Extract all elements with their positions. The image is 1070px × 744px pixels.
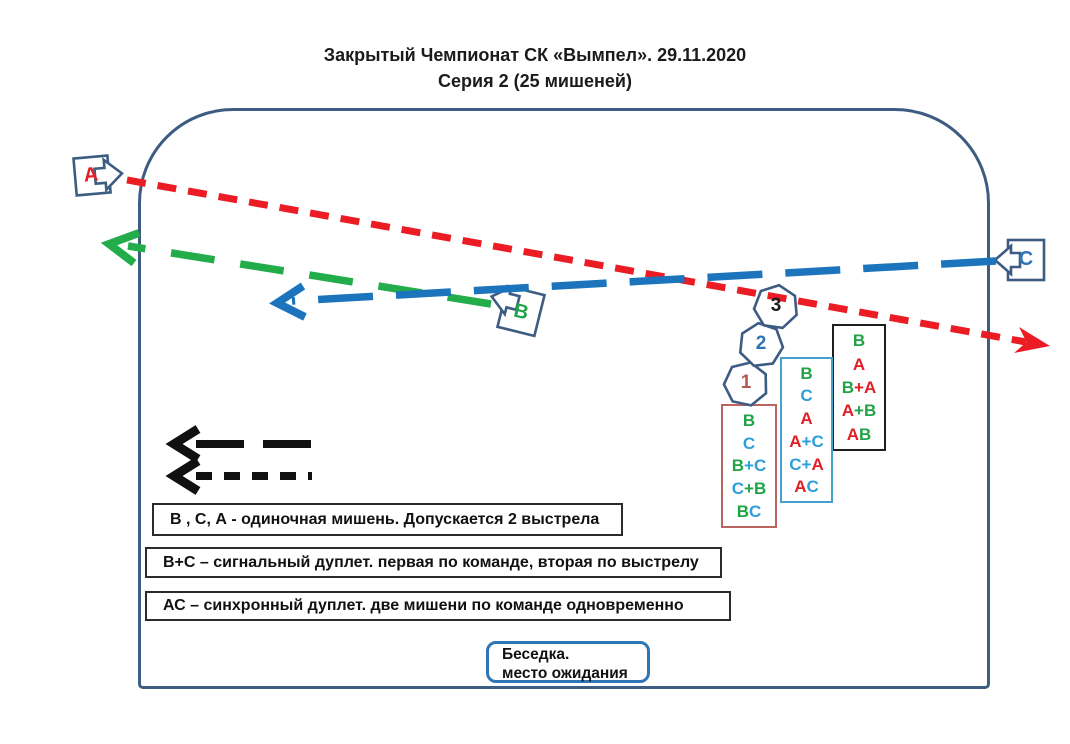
- sequence-row: С +В: [723, 480, 775, 497]
- marker-a-label: А: [82, 163, 100, 187]
- sequence-target: В: [800, 363, 813, 383]
- sequence-target: А: [794, 477, 807, 497]
- field-boundary: [138, 108, 990, 689]
- sequence-target: С: [749, 502, 762, 522]
- sequence-box-station-2: В С А А +С С+ А А С: [780, 357, 833, 503]
- sequence-target: +В: [854, 401, 877, 421]
- sequence-target: А: [846, 424, 859, 444]
- sequence-target: А: [811, 454, 824, 474]
- sequence-row: В: [782, 365, 831, 382]
- legend-single-target: В , С, А - одиночная мишень. Допускается…: [152, 503, 623, 536]
- sequence-row: А: [782, 410, 831, 427]
- trajectory-b-arrowhead: [100, 229, 141, 267]
- title-line-1: Закрытый Чемпионат СК «Вымпел». 29.11.20…: [323, 45, 747, 65]
- legend-signal-doublet: В+С – сигнальный дуплет. первая по коман…: [145, 547, 722, 578]
- sequence-target: С: [806, 477, 819, 497]
- legend-sync-doublet: АС – синхронный дуплет. две мишени по ко…: [145, 591, 731, 621]
- sequence-row: С: [723, 435, 775, 452]
- sequence-row: А +С: [782, 433, 831, 450]
- sequence-row: В +С: [723, 457, 775, 474]
- sequence-target: С: [731, 479, 745, 499]
- sequence-row: А: [834, 356, 884, 373]
- sequence-row: В +А: [834, 379, 884, 396]
- sequence-target: +С: [801, 431, 824, 451]
- sequence-target: В: [731, 456, 745, 476]
- sequence-target: А: [800, 409, 813, 429]
- sequence-row: С: [782, 387, 831, 404]
- pavilion-line-2: место ожидания: [502, 665, 628, 682]
- sequence-box-station-1: В С В +С С +В В С: [721, 404, 777, 528]
- sequence-target: В: [742, 410, 756, 430]
- sequence-target: +С: [744, 456, 767, 476]
- legend-signal-doublet-text: В+С – сигнальный дуплет. первая по коман…: [163, 553, 699, 571]
- station-1-number: 1: [740, 372, 752, 393]
- sequence-target: +А: [854, 377, 877, 397]
- sequence-target: В: [841, 377, 855, 397]
- sequence-target: +В: [744, 479, 767, 499]
- sequence-target: А: [841, 401, 855, 421]
- sequence-target: С: [742, 433, 756, 453]
- sequence-row: В: [834, 332, 884, 349]
- station-3-number: 3: [770, 295, 782, 316]
- legend-sync-doublet-text: АС – синхронный дуплет. две мишени по ко…: [163, 597, 684, 614]
- sequence-target: А: [789, 431, 802, 451]
- marker-c-label: С: [1018, 248, 1034, 270]
- sequence-row: А +В: [834, 402, 884, 419]
- sequence-target: В: [852, 331, 866, 351]
- page-title: Закрытый Чемпионат СК «Вымпел». 29.11.20…: [0, 42, 1070, 94]
- title-line-2: Серия 2 (25 мишеней): [438, 71, 632, 91]
- sequence-row: В: [723, 412, 775, 429]
- sequence-box-station-3: В А В +А А +В А В: [832, 324, 886, 451]
- legend-single-target-text: В , С, А - одиночная мишень. Допускается…: [170, 510, 600, 528]
- sequence-target: А: [852, 354, 866, 374]
- pavilion-line-1: Беседка.: [502, 646, 570, 663]
- pavilion-box: Беседка. место ожидания: [486, 641, 650, 683]
- sequence-target: В: [859, 424, 872, 444]
- station-2-number: 2: [755, 333, 767, 354]
- sequence-target: С: [800, 386, 813, 406]
- sequence-target: С+: [789, 454, 812, 474]
- trajectory-a-arrowhead: [1014, 327, 1050, 353]
- sequence-row: С+ А: [782, 456, 831, 473]
- sequence-target: В: [736, 502, 749, 522]
